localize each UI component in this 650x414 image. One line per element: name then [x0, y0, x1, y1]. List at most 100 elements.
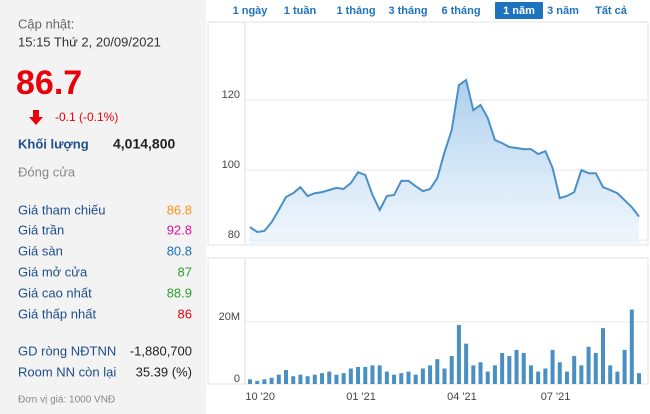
volume-label: Khối lượng	[18, 136, 89, 151]
volume-bar	[615, 371, 620, 384]
unit-note: Đơn vị giá: 1000 VNĐ	[18, 395, 115, 406]
period-tab[interactable]: Tất cả	[595, 5, 628, 17]
y-tick-label: 20M	[219, 311, 240, 323]
market-status: Đóng cửa	[18, 164, 76, 179]
volume-bar	[507, 356, 512, 384]
updated-label: Cập nhật:	[18, 16, 74, 31]
volume-bar	[449, 356, 454, 384]
volume-bar	[528, 365, 533, 384]
volume-bar	[435, 359, 440, 384]
volume-bar	[464, 343, 469, 384]
volume-bar	[356, 366, 361, 384]
volume-bar	[334, 374, 339, 384]
y-tick-label: 120	[222, 89, 240, 101]
volume-bar	[543, 368, 548, 384]
volume-bar	[637, 373, 641, 384]
volume-bar	[320, 373, 325, 384]
period-tab[interactable]: 1 tháng	[336, 5, 375, 17]
period-tab[interactable]: 1 tuần	[284, 5, 317, 17]
volume-bar	[276, 374, 281, 384]
volume-bar	[608, 365, 613, 384]
volume-bar	[586, 346, 591, 384]
volume-bar	[248, 379, 252, 384]
volume-bar	[579, 365, 584, 384]
volume-bar	[514, 349, 519, 384]
volume-frame	[207, 257, 649, 385]
period-tab[interactable]: 3 năm	[547, 5, 579, 17]
info-panel	[0, 0, 206, 414]
tab-active-bg	[495, 2, 543, 19]
volume-bar	[399, 373, 404, 384]
volume-bar	[492, 365, 497, 384]
volume-bar	[392, 374, 397, 384]
period-tab[interactable]: 1 ngày	[233, 5, 269, 17]
volume-bar	[305, 376, 310, 384]
volume-bar	[370, 365, 375, 384]
foreign-label: GD ròng NĐTNN	[18, 343, 116, 358]
x-tick-label: 01 '21	[346, 391, 376, 403]
volume-bar	[269, 377, 274, 384]
price-area	[250, 80, 639, 245]
volume-bar	[478, 362, 483, 384]
row-label: Giá cao nhất	[18, 285, 92, 300]
volume-bar	[341, 373, 346, 384]
volume: 4,014,800	[113, 136, 175, 152]
row-value: 80.8	[167, 243, 192, 258]
volume-bar	[442, 368, 447, 384]
volume-bar	[536, 371, 541, 384]
x-tick-label: 04 '21	[447, 391, 477, 403]
volume-bar	[377, 365, 382, 384]
row-label: Giá thấp nhất	[18, 306, 96, 321]
row-value: 86	[178, 306, 192, 321]
foreign-value: -1,880,700	[130, 343, 192, 358]
volume-bar	[255, 380, 260, 384]
volume-bar	[406, 371, 411, 384]
down-arrow	[29, 110, 43, 125]
volume-bar	[428, 365, 433, 384]
volume-bar	[521, 352, 526, 384]
volume-bar	[572, 356, 577, 384]
volume-bar	[629, 309, 634, 384]
volume-bar	[485, 371, 490, 384]
row-value: 86.8	[167, 202, 192, 217]
volume-bar	[600, 328, 605, 384]
row-value: 92.8	[167, 222, 192, 237]
row-value: 87	[178, 264, 192, 279]
row-label: Giá tham chiếu	[18, 202, 105, 217]
volume-bar	[348, 368, 353, 384]
period-tab[interactable]: 3 tháng	[388, 5, 427, 17]
volume-bar	[298, 374, 303, 384]
price-change: -0.1 (-0.1%)	[55, 110, 118, 124]
volume-bar	[262, 379, 267, 384]
price: 86.7	[16, 64, 82, 102]
row-label: Giá sàn	[18, 243, 63, 258]
volume-bar	[384, 371, 389, 384]
volume-bar	[312, 374, 317, 384]
period-tab[interactable]: 1 năm	[503, 5, 535, 17]
row-label: Giá trần	[18, 222, 64, 237]
foreign-label: Room NN còn lại	[18, 364, 116, 379]
volume-bar	[622, 349, 627, 384]
volume-bar	[291, 376, 296, 384]
row-label: Giá mở cửa	[18, 264, 88, 279]
volume-bar	[564, 371, 569, 384]
volume-bar	[593, 352, 598, 384]
y-tick-label: 0	[234, 373, 240, 385]
volume-bar	[557, 362, 562, 384]
volume-bar	[327, 371, 332, 384]
price-line	[249, 78, 640, 234]
volume-bar	[363, 366, 368, 384]
volume-bar	[500, 352, 505, 384]
volume-bar	[413, 374, 418, 384]
volume-bar	[284, 370, 289, 384]
volume-bar	[456, 325, 461, 384]
y-tick-label: 100	[222, 159, 240, 171]
foreign-value: 35.39 (%)	[136, 364, 192, 379]
row-value: 88.9	[167, 285, 192, 300]
x-tick-label: 10 '20	[245, 391, 275, 403]
volume-bar	[471, 365, 476, 384]
period-tab[interactable]: 6 tháng	[441, 5, 480, 17]
y-tick-label: 80	[228, 229, 240, 241]
